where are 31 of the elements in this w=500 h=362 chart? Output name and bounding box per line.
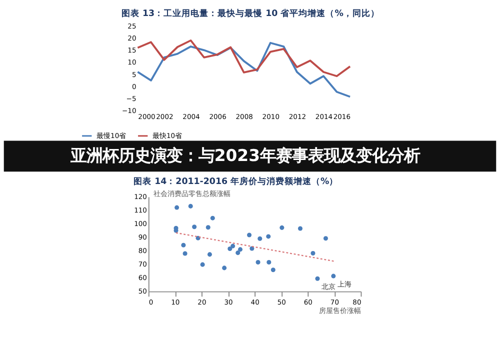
point <box>323 236 328 241</box>
text: 亚洲杯历史演变：与2023年赛事表现及变化分析 <box>69 146 420 166</box>
point <box>310 250 316 256</box>
line-series <box>136 42 352 98</box>
point <box>206 225 210 230</box>
point <box>298 226 303 231</box>
point <box>280 225 284 230</box>
point <box>200 262 205 267</box>
point <box>207 252 212 257</box>
point <box>174 205 180 210</box>
chart-title: 图表 13：工业用电量：最快与最慢 10 省平均增速（%，同比） <box>122 8 380 20</box>
point <box>188 204 193 208</box>
point <box>258 236 262 241</box>
line-series <box>136 39 352 78</box>
point <box>181 242 186 248</box>
point <box>236 250 240 256</box>
point <box>256 260 260 265</box>
point <box>228 246 232 252</box>
point <box>192 224 197 230</box>
point <box>331 274 336 278</box>
point <box>210 216 215 220</box>
point <box>266 260 272 265</box>
point <box>222 266 227 270</box>
point <box>182 251 188 256</box>
point <box>270 268 276 272</box>
chart-title: 图表 14：2011-2016 年房价与消费额增速（%） <box>134 176 338 188</box>
point <box>238 247 243 252</box>
point <box>247 232 252 238</box>
point <box>315 276 320 281</box>
point <box>266 234 271 239</box>
point <box>230 244 236 248</box>
